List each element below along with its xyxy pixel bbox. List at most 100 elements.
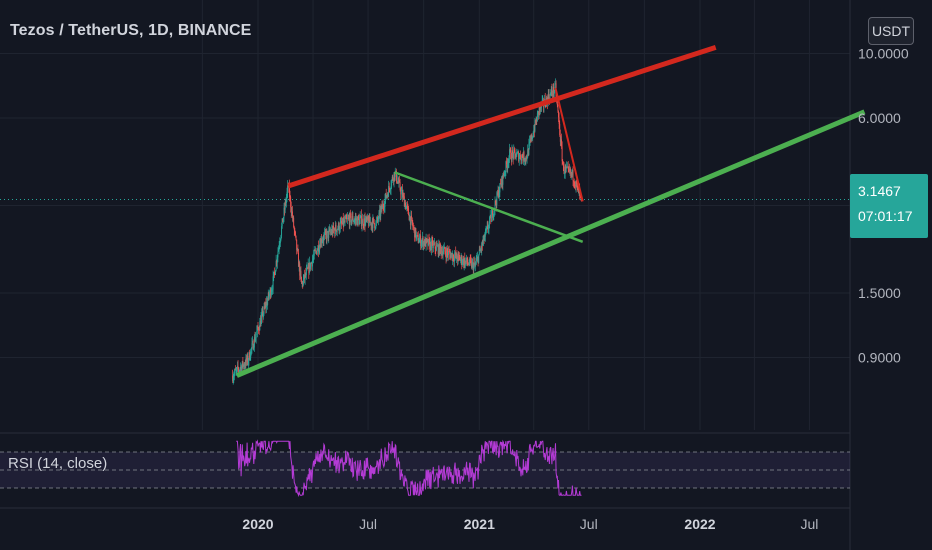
trendline-upper-channel[interactable] xyxy=(287,44,717,189)
candle-body xyxy=(513,149,515,159)
candle-body xyxy=(266,301,268,305)
candle-body xyxy=(504,172,506,176)
candle-body xyxy=(380,209,382,217)
candle-body xyxy=(277,251,279,258)
candles-layer xyxy=(232,78,582,385)
candle-body xyxy=(474,262,475,265)
candle-body xyxy=(368,220,370,226)
candle-body xyxy=(290,207,292,213)
candle-body xyxy=(334,224,336,234)
candle-body xyxy=(437,245,439,247)
candle-body xyxy=(264,306,266,308)
candle-body xyxy=(266,301,267,308)
candle-body xyxy=(578,189,580,194)
chart-title: Tezos / TetherUS, 1D, BINANCE xyxy=(10,22,252,39)
candle-body xyxy=(296,248,298,251)
time-tick-label: Jul xyxy=(359,516,377,532)
candle-body xyxy=(336,230,338,233)
candle-body xyxy=(365,220,367,226)
candle-body xyxy=(546,97,548,100)
currency-button[interactable]: USDT xyxy=(868,17,914,45)
candle-body xyxy=(558,111,559,118)
candle-body xyxy=(267,299,269,305)
candle-body xyxy=(409,216,411,225)
candle-body xyxy=(362,218,364,226)
candle-body xyxy=(236,367,238,370)
candle-body xyxy=(539,107,541,110)
candle-body xyxy=(510,149,512,159)
candle-body xyxy=(258,330,260,331)
candle-body xyxy=(534,120,536,132)
candle-body xyxy=(345,216,347,219)
trendline-drop-line[interactable] xyxy=(554,87,584,202)
candle-body xyxy=(244,365,246,366)
candle-body xyxy=(474,262,476,266)
candle-body xyxy=(316,250,318,255)
candle-body xyxy=(242,361,244,367)
candle-body xyxy=(359,216,361,220)
candle-body xyxy=(455,253,457,257)
candle-body xyxy=(293,227,295,230)
candle-body xyxy=(550,93,552,95)
candle-body xyxy=(411,215,413,218)
candle-body xyxy=(276,257,278,263)
trendline-descending-line[interactable] xyxy=(394,171,584,243)
candle-body xyxy=(403,196,405,207)
candle-body xyxy=(238,370,240,372)
candle-body xyxy=(374,227,376,229)
candle-body xyxy=(452,254,454,260)
candle-body xyxy=(249,352,250,360)
candle-body xyxy=(241,361,243,367)
candle-body xyxy=(262,313,264,318)
candle-body xyxy=(457,254,459,261)
candle-body xyxy=(370,222,371,223)
price-tick-label: 0.9000 xyxy=(858,349,901,365)
time-axis[interactable]: 2020 Jul 2021 Jul 2022 Jul xyxy=(242,516,818,532)
candle-body xyxy=(330,232,332,233)
candle-body xyxy=(284,207,286,210)
candle-body xyxy=(533,130,535,136)
time-tick-label: 2020 xyxy=(242,516,273,532)
candle-body xyxy=(539,104,541,110)
candle-body xyxy=(463,258,465,266)
candle-body xyxy=(279,239,281,244)
rsi-pane xyxy=(0,439,850,498)
trendline-lower-channel[interactable] xyxy=(235,109,866,378)
candle-body xyxy=(359,219,361,225)
candle-body xyxy=(576,180,578,185)
candle-body xyxy=(339,229,341,231)
candle-body xyxy=(352,216,354,222)
candle-body xyxy=(451,253,453,260)
candle-body xyxy=(490,214,492,222)
candle-body xyxy=(302,282,304,285)
candle-body xyxy=(429,240,431,250)
candle-body xyxy=(337,223,339,229)
price-axis[interactable]: 10.0000 6.0000 1.5000 0.9000 xyxy=(858,46,909,366)
candle-body xyxy=(255,337,257,342)
candle-body xyxy=(574,185,576,187)
candle-body xyxy=(455,252,457,257)
candle-body xyxy=(451,253,452,255)
candle-body xyxy=(311,260,313,267)
candle-body xyxy=(524,160,526,161)
candle-body xyxy=(530,139,532,141)
candle-body xyxy=(400,189,402,195)
candle-body xyxy=(420,243,422,246)
candle-body xyxy=(573,181,575,185)
candle-body xyxy=(508,157,510,163)
candle-body xyxy=(324,233,325,236)
candle-body xyxy=(328,229,330,231)
candle-body xyxy=(284,201,286,210)
candle-body xyxy=(370,222,372,226)
candle-body xyxy=(577,185,579,187)
bar-countdown: 07:01:17 xyxy=(858,208,913,224)
candle-body xyxy=(411,217,413,224)
candle-body xyxy=(392,176,394,180)
candle-body xyxy=(460,259,462,261)
candle-body xyxy=(327,230,329,238)
rsi-line xyxy=(236,439,582,498)
candle-body xyxy=(561,139,562,147)
candle-body xyxy=(572,170,574,181)
candle-body xyxy=(342,218,344,224)
